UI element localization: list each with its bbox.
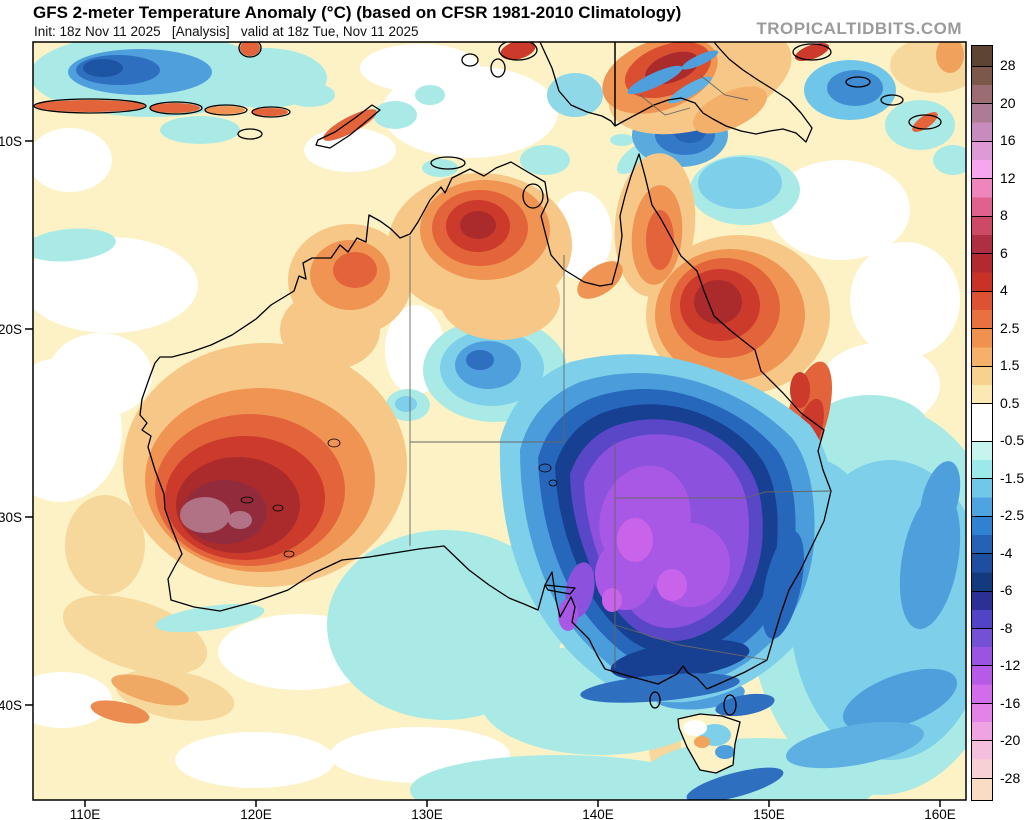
- site-watermark: TROPICALTIDBITS.COM: [756, 19, 962, 38]
- colorbar-tick-label: -1.5: [1000, 469, 1024, 486]
- state-borders: [409, 74, 832, 668]
- australia-coastline: [33, 42, 942, 774]
- colorbar-tick-label: 2.5: [1000, 319, 1020, 336]
- colorbar-tick-label: 12: [1000, 169, 1016, 186]
- colorbar-segment: [972, 365, 992, 404]
- lon-tick-label: 120E: [240, 807, 272, 820]
- lon-tick-label: 160E: [924, 807, 956, 820]
- colorbar-tick-label: -20: [1000, 732, 1021, 748]
- colorbar-tick-label: 8: [1000, 207, 1008, 223]
- colorbar-segment: [972, 478, 992, 516]
- init-valid-line: Init: 18z Nov 11 2025 [Analysis] valid a…: [34, 24, 419, 39]
- colorbar-segment: [972, 215, 992, 254]
- colorbar-tick-label: 6: [1000, 244, 1008, 261]
- lat-tick-label: 10S: [0, 134, 22, 149]
- colorbar-tick-label: -6: [1000, 582, 1013, 598]
- colorbar-segment: [972, 702, 992, 741]
- colorbar-segment: [972, 440, 992, 479]
- colorbar-segment: [972, 777, 992, 800]
- colorbar-tick-label: -0.5: [1000, 432, 1024, 448]
- lat-tick-label: 20S: [0, 322, 22, 337]
- latitude-axis: 10S 20S 30S 40S: [0, 134, 33, 713]
- lon-tick-label: 110E: [70, 807, 101, 820]
- color-scale-bar: [971, 45, 993, 801]
- colorbar-tick-label: 0.5: [1000, 394, 1020, 411]
- colorbar-segment: [972, 553, 992, 591]
- lon-tick-label: 140E: [582, 807, 614, 820]
- colorbar-segment: [972, 665, 992, 703]
- colorbar-segment: [972, 65, 992, 104]
- temperature-anomaly-field: [33, 42, 966, 800]
- colorbar-tick-label: -2.5: [1000, 507, 1024, 523]
- colorbar-segment: [972, 103, 992, 141]
- colorbar-segment: [972, 328, 992, 366]
- colorbar-segment: [972, 253, 992, 291]
- colorbar-segment: [972, 290, 992, 329]
- colorbar-tick-label: -4: [1000, 544, 1013, 561]
- salt-lakes: [240, 438, 558, 558]
- colorbar-segment: [972, 740, 992, 778]
- colorbar-segment: [972, 46, 992, 66]
- colorbar-tick-label: -16: [1000, 694, 1021, 711]
- lon-tick-label: 130E: [411, 807, 443, 820]
- colorbar-segment: [972, 628, 992, 666]
- colorbar-tick-label: -28: [1000, 769, 1021, 786]
- longitude-axis: 110E 120E 130E 140E 150E 160E: [70, 800, 956, 820]
- lat-tick-label: 30S: [0, 510, 22, 525]
- colorbar-tick-label: -12: [1000, 657, 1021, 673]
- colorbar-tick-label: 1.5: [1000, 357, 1020, 373]
- colorbar-tick-label: 4: [1000, 282, 1008, 298]
- map-frame: [32, 41, 967, 801]
- colorbar-tick-label: 16: [1000, 132, 1016, 148]
- colorbar-segment: [972, 590, 992, 629]
- colorbar-segment: [972, 178, 992, 216]
- colorbar-segment: [972, 515, 992, 554]
- colorbar-tick-label: -8: [1000, 619, 1013, 636]
- colorbar-tick-label: 28: [1000, 57, 1016, 73]
- colorbar-segment: [972, 140, 992, 179]
- colorbar-segment: [972, 403, 992, 441]
- lon-tick-label: 150E: [753, 807, 785, 820]
- colorbar-tick-label: 20: [1000, 94, 1016, 111]
- page-title: GFS 2-meter Temperature Anomaly (°C) (ba…: [33, 3, 682, 22]
- lat-tick-label: 40S: [0, 698, 22, 713]
